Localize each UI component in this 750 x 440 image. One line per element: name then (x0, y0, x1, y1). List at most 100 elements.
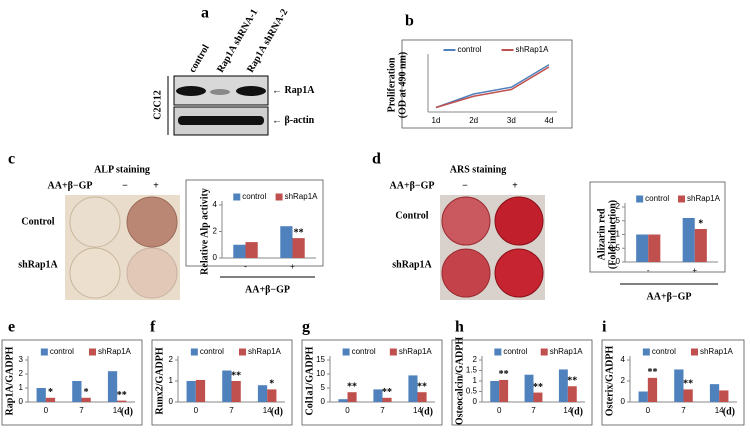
bar (682, 218, 695, 262)
y-axis-label: Osteocalcin/GADPH (454, 337, 465, 426)
significance: * (698, 218, 703, 229)
significance: ** (382, 387, 392, 398)
x-tick-label: 14 (263, 406, 272, 415)
bar (647, 377, 658, 402)
legend-swatch (678, 195, 686, 203)
bar (636, 234, 649, 262)
treatment: AA+β−GP (48, 180, 93, 191)
bar (533, 392, 543, 402)
x-tick-label: 1d (432, 116, 441, 125)
panel-label: a (201, 5, 209, 22)
bar (638, 391, 648, 402)
well (126, 196, 178, 248)
y-tick-label: 0.5 (609, 243, 621, 252)
row: Control (21, 216, 54, 227)
band (210, 89, 230, 95)
y-axis-label: Rap1A/GADPH (4, 346, 15, 415)
panel-label: i (602, 319, 607, 336)
band (176, 86, 206, 96)
significance: ** (567, 376, 577, 387)
x-unit: (d) (571, 406, 583, 417)
row: shRap1A (18, 259, 58, 270)
x-tick-label: 3d (507, 116, 516, 125)
row: shRap1A (392, 259, 432, 270)
legend-label: shRap1A (285, 192, 319, 201)
y-tick-label: 1 (473, 376, 478, 385)
panel-label: c (8, 151, 15, 168)
x-tick-label: 7 (681, 406, 686, 415)
x-unit: (d) (421, 406, 433, 417)
y-tick-label: 2 (473, 355, 478, 364)
bar (567, 386, 577, 402)
chart-frame (1, 339, 143, 426)
significance: ** (417, 381, 427, 392)
bar (245, 242, 258, 258)
legend-swatch (275, 193, 283, 201)
x-tick-label: - (647, 266, 650, 275)
panel-label: e (8, 319, 15, 336)
significance: ** (347, 381, 357, 392)
legend-swatch (642, 348, 650, 356)
panel-label: d (372, 151, 381, 168)
legend-label: control (200, 347, 224, 356)
bar (117, 400, 127, 402)
y-tick-label: 15 (316, 355, 325, 364)
bar (558, 369, 568, 402)
stain-title: ALP staining (94, 164, 150, 175)
bar (186, 381, 196, 402)
legend-swatch (494, 348, 502, 356)
significance: ** (294, 227, 304, 238)
legend-label: shRap1A (550, 347, 584, 356)
y-axis-label: Alizarin red (596, 208, 607, 260)
bar (408, 375, 418, 402)
y-tick-label: 1 (169, 376, 174, 385)
legend-label: shRap1A (98, 347, 132, 356)
legend-label: control (50, 347, 74, 356)
x-tick-label: 7 (229, 406, 234, 415)
x-unit: (d) (723, 406, 735, 417)
y-tick-label: 1 (616, 230, 621, 239)
well (441, 248, 491, 298)
legend-label: shRap1A (687, 194, 721, 203)
bar (499, 379, 509, 402)
bar (233, 244, 246, 258)
panel-label: f (150, 319, 156, 336)
legend-swatch (540, 348, 548, 356)
legend-swatch (88, 348, 96, 356)
y-tick-label: 1.5 (609, 216, 621, 225)
x-tick-label: 0 (497, 406, 502, 415)
bar (257, 385, 268, 402)
y-axis-label: (Fold induction) (607, 200, 618, 269)
y-tick-label: 2 (616, 202, 621, 211)
bar (709, 384, 720, 402)
x-tick-label: 14 (563, 406, 572, 415)
y-tick-label: 2 (621, 376, 626, 385)
bar (382, 397, 392, 402)
bar (694, 229, 707, 262)
x-tick-label: 14 (113, 406, 122, 415)
legend-label: control (352, 347, 376, 356)
x-axis-label: AA+β−GP (647, 291, 692, 302)
y-tick-label: 2 (169, 355, 174, 364)
chart-frame (301, 339, 443, 426)
y-axis-label: Runx2/GADPH (154, 347, 165, 414)
legend-label: control (652, 347, 676, 356)
line (435, 66, 550, 109)
legend-swatch (636, 195, 644, 203)
significance: ** (647, 367, 657, 378)
x-tick-label: 0 (646, 406, 651, 415)
well (126, 247, 178, 299)
band (236, 86, 266, 96)
row: Control (395, 210, 428, 221)
y-tick-label: 0 (321, 397, 326, 406)
cell-line: C2C12 (152, 90, 163, 119)
bar (648, 234, 661, 262)
y-tick-label: 2 (213, 227, 218, 236)
y-axis-label: Col1a1/GADPH (304, 346, 315, 415)
panel-label: h (455, 319, 464, 336)
significance: * (84, 387, 89, 398)
significance: * (269, 379, 274, 390)
legend-label: shRap1A (399, 347, 433, 356)
